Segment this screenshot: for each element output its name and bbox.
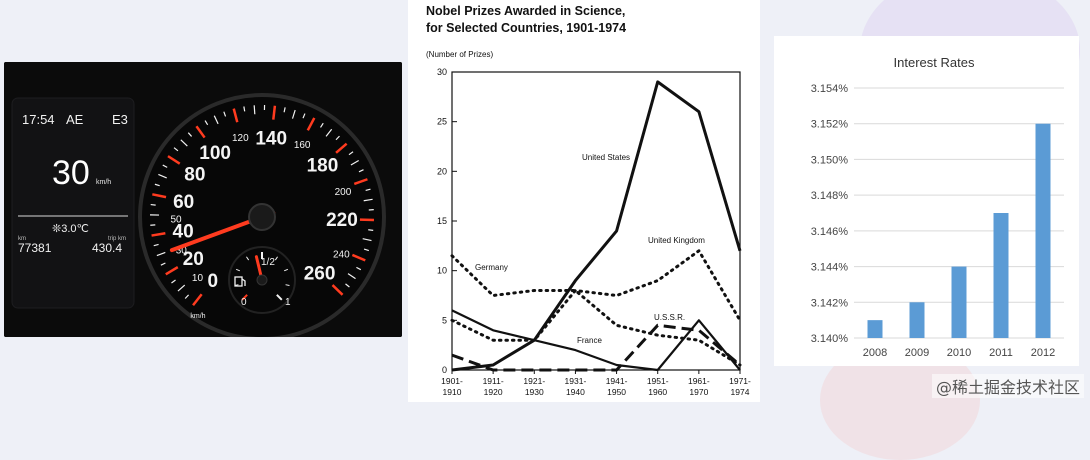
speedometer-tick	[151, 205, 156, 206]
speedometer-label: 140	[255, 129, 287, 150]
drive-mode: AE	[66, 112, 84, 127]
y-tick-label: 3.148%	[811, 190, 849, 202]
speedometer-tick	[244, 106, 245, 111]
plot-frame	[452, 72, 740, 370]
y-tick-label: 3.140%	[811, 333, 849, 345]
series-label: Germany	[475, 263, 508, 272]
x-tick-label: 1951-	[647, 376, 669, 386]
speedometer-label: 200	[335, 187, 352, 198]
interest-chart-panel: Interest Rates 3.140% 3.142% 3.144% 3.146% 3…	[774, 36, 1079, 366]
x-tick-label: 1921-	[523, 376, 545, 386]
y-tick-label: 25	[437, 117, 447, 127]
speedometer-tick	[368, 230, 373, 231]
speedometer-label: 260	[304, 264, 336, 285]
series-label: France	[577, 336, 602, 345]
speedometer-unit: km/h	[190, 313, 205, 320]
series-label: United Kingdom	[648, 236, 705, 245]
bar-2009	[910, 302, 925, 338]
x-tick-label: 1974	[731, 387, 750, 397]
bar-2010	[952, 267, 967, 338]
speedometer-label: 50	[170, 214, 182, 225]
y-tick-label: 3.142%	[811, 297, 849, 309]
needle-hub	[249, 204, 275, 230]
clock-time: 17:54	[22, 112, 55, 127]
nobel-chart-panel: Nobel Prizes Awarded in Science, for Sel…	[408, 0, 760, 402]
series-label: U.S.S.R.	[654, 313, 685, 322]
bar-2008	[868, 320, 883, 338]
y-tick-label: 3.150%	[811, 154, 849, 166]
x-tick-label: 1940	[566, 387, 585, 397]
y-tick-label: 3.144%	[811, 262, 849, 274]
x-tick-label: 1970	[689, 387, 708, 397]
speedometer-label: 100	[199, 143, 231, 164]
x-tick-label: 2011	[989, 347, 1013, 359]
y-tick-label: 3.146%	[811, 226, 849, 238]
y-tick-label: 20	[437, 166, 447, 176]
chart-title: Nobel Prizes Awarded in Science,	[426, 4, 625, 18]
speedometer-label: 180	[307, 156, 339, 177]
speedometer-label: 10	[192, 273, 204, 284]
speedometer-label: 0	[207, 271, 218, 292]
y-tick-label: 5	[442, 315, 447, 325]
x-tick-label: 1920	[484, 387, 503, 397]
speedometer-label: 220	[326, 210, 358, 231]
watermark: @稀土掘金技术社区	[932, 374, 1084, 398]
speedometer-label: 160	[294, 140, 311, 151]
x-tick-label: 1931-	[565, 376, 587, 386]
nobel-line-chart: Nobel Prizes Awarded in Science, for Sel…	[408, 0, 760, 402]
chart-subtitle: for Selected Countries, 1901-1974	[426, 21, 626, 35]
x-tick-label: 2008	[863, 347, 887, 359]
fuel-needle-hub	[257, 275, 267, 285]
y-tick-label: 15	[437, 216, 447, 226]
x-tick-label: 2012	[1031, 347, 1055, 359]
y-tick-label: 0	[442, 365, 447, 375]
x-tick-label: 1901-	[441, 376, 463, 386]
dashboard-svg: 17:54 AE E3 30 km/h ❊3.0℃ km 77381 trip …	[4, 62, 402, 337]
y-axis-label: (Number of Prizes)	[426, 50, 493, 59]
speedometer-label: 120	[232, 133, 249, 144]
interest-bar-chart: Interest Rates 3.140% 3.142% 3.144% 3.146% 3…	[774, 36, 1079, 366]
collage-canvas: 17:54 AE E3 30 km/h ❊3.0℃ km 77381 trip …	[0, 0, 1090, 402]
gear-indicator: E3	[112, 112, 128, 127]
speedometer-label: 60	[173, 192, 194, 213]
x-tick-label: 2009	[905, 347, 929, 359]
trip-value: 430.4	[92, 241, 122, 255]
dashboard-photo: 17:54 AE E3 30 km/h ❊3.0℃ km 77381 trip …	[4, 62, 402, 337]
x-tick-label: 1910	[443, 387, 462, 397]
speedometer-label: 240	[333, 249, 350, 260]
x-tick-label: 1941-	[606, 376, 628, 386]
odometer-value: 77381	[18, 241, 52, 255]
series-label: United States	[582, 153, 630, 162]
fuel-label-full: 1	[285, 297, 291, 308]
y-tick-label: 30	[437, 67, 447, 77]
series-line-united-states	[452, 82, 740, 370]
digital-speed: 30	[52, 154, 90, 192]
fuel-label-half: 1/2	[261, 257, 275, 268]
x-tick-label: 1930	[525, 387, 544, 397]
x-tick-label: 2010	[947, 347, 971, 359]
outside-temperature: ❊3.0℃	[52, 223, 89, 235]
speedometer-tick	[254, 105, 255, 114]
x-tick-label: 1911-	[483, 376, 504, 386]
bar-2011	[994, 213, 1009, 338]
bar-2012	[1036, 124, 1051, 338]
x-tick-label: 1960	[648, 387, 667, 397]
series-line-germany	[452, 256, 740, 365]
speedometer-label: 80	[184, 165, 205, 186]
y-tick-label: 3.154%	[811, 83, 849, 95]
x-tick-label: 1971-	[729, 376, 751, 386]
fuel-label-empty: 0	[241, 297, 247, 308]
digital-speed-unit: km/h	[96, 179, 111, 186]
speedometer-tick	[273, 106, 275, 120]
y-tick-label: 10	[437, 266, 447, 276]
y-tick-label: 3.152%	[811, 119, 849, 131]
chart-title: Interest Rates	[894, 55, 975, 70]
x-tick-label: 1950	[607, 387, 626, 397]
x-tick-label: 1961-	[688, 376, 710, 386]
